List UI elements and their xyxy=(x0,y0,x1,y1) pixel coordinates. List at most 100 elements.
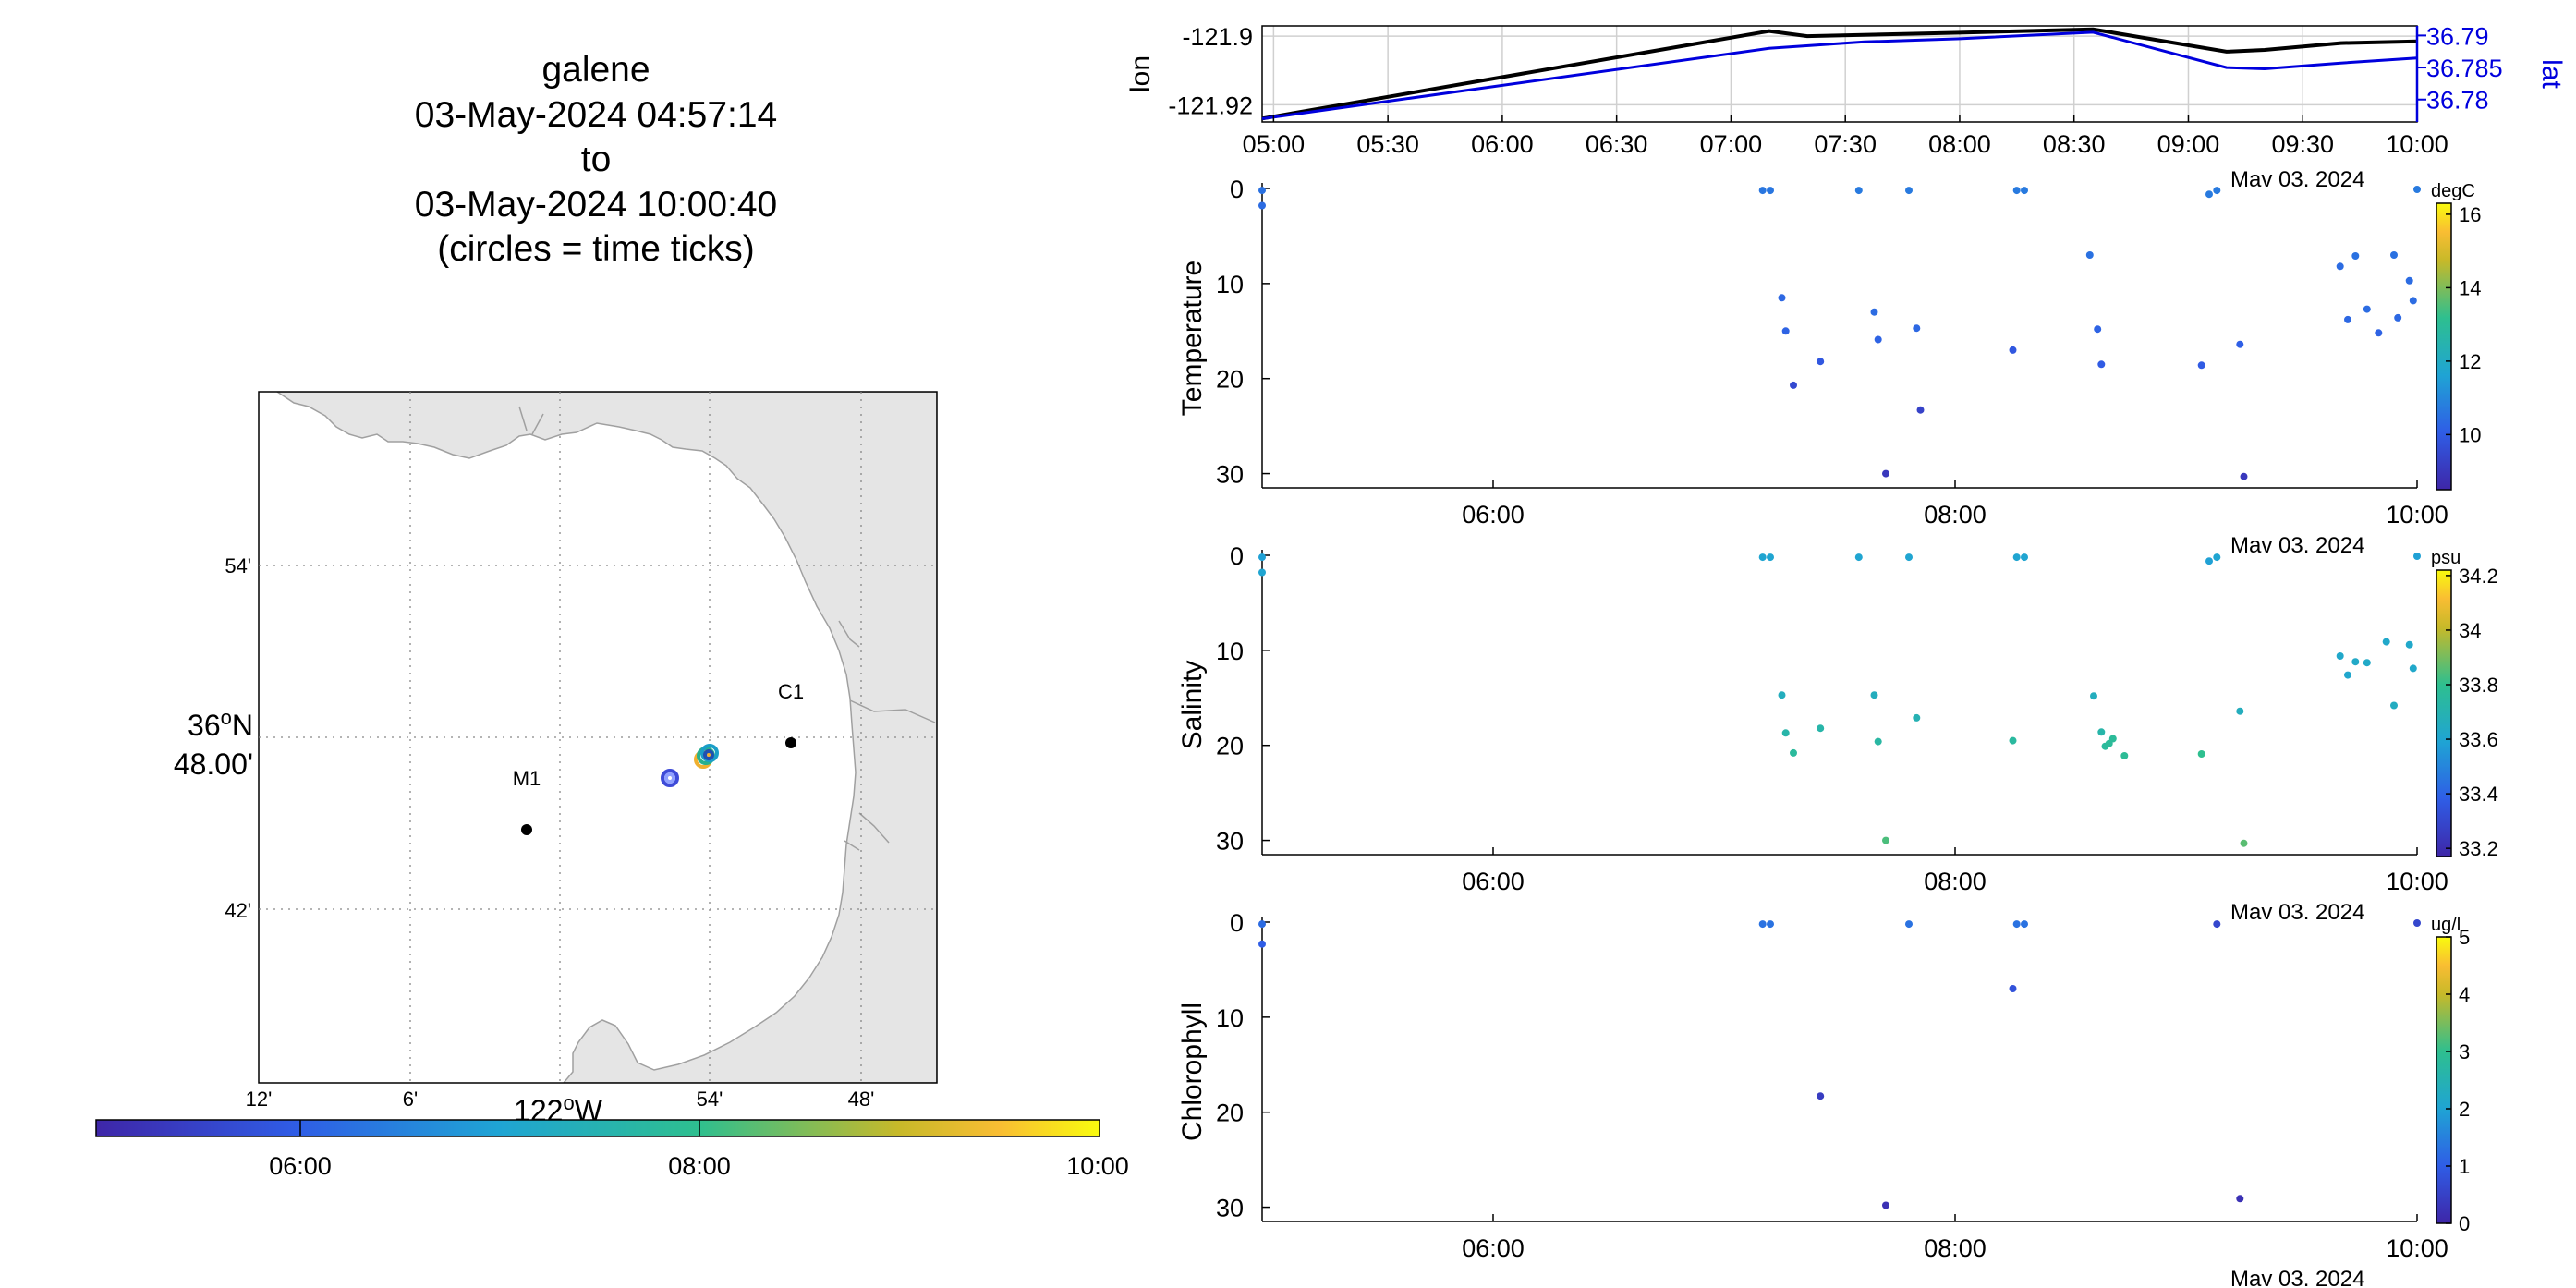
temperature-data-point xyxy=(2236,340,2244,348)
salinity-data-point xyxy=(1781,729,1790,737)
station-c1-label: C1 xyxy=(778,680,804,703)
temperature-data-point xyxy=(2205,190,2213,199)
chlorophyll-data-point xyxy=(2413,919,2421,927)
to-text: to xyxy=(580,140,612,179)
salinity-colorbar-tick-label: 33.2 xyxy=(2459,837,2498,860)
position-panel: 05:00 05:30 06:00 06:30 07:00 07:30 08:00 08:30… xyxy=(1125,22,2567,192)
chlorophyll-data-point xyxy=(2009,985,2017,992)
chlorophyll-data-point xyxy=(1767,920,1774,929)
salinity-data-point xyxy=(1817,724,1825,733)
salinity-y-tick-label: 30 xyxy=(1216,828,1244,856)
temperature-data-point xyxy=(1916,406,1925,414)
temperature-colorbar xyxy=(2436,202,2452,491)
salinity-x-tick-label: 10:00 xyxy=(2386,868,2448,895)
temperature-data-point xyxy=(2409,297,2417,305)
salinity-data-point xyxy=(2409,664,2417,673)
chlorophyll-y-tick-label: 0 xyxy=(1230,909,1244,937)
circles-note: (circles = time ticks) xyxy=(437,229,755,269)
temperature-data-point xyxy=(2375,329,2383,337)
temperature-colorbar-tick-label: 10 xyxy=(2459,423,2481,446)
temperature-data-point xyxy=(2240,472,2248,480)
lon-tick-12: 12' xyxy=(246,1088,273,1111)
salinity-data-point xyxy=(1778,691,1786,699)
chlorophyll-y-tick-label: 10 xyxy=(1216,1004,1244,1032)
temperature-data-point xyxy=(2351,252,2360,260)
salinity-data-point xyxy=(2197,750,2205,758)
position-x-tick-label: 06:30 xyxy=(1586,130,1648,158)
temperature-data-point xyxy=(1874,335,1882,344)
salinity-data-point xyxy=(2382,638,2390,646)
position-x-tick-label: 10:00 xyxy=(2386,130,2448,158)
chlorophyll-colorbar-unit: ug/l xyxy=(2431,915,2461,935)
temperature-data-point xyxy=(2197,361,2205,370)
lon-tick-48: 48' xyxy=(848,1088,875,1111)
temperature-y-tick-label: 30 xyxy=(1216,461,1244,489)
temperature-panel: 0 10 20 30 06:00 08:00 10:00 Mav 03. 2024 Temper… xyxy=(1177,176,2481,558)
chlorophyll-colorbar-tick-label: 0 xyxy=(2459,1212,2470,1235)
position-x-tick-label: 05:00 xyxy=(1243,130,1306,158)
temperature-data-point xyxy=(1870,308,1878,316)
lon-tick-6: 6' xyxy=(403,1088,418,1111)
colorbar-label-0600: 06:00 xyxy=(269,1152,332,1180)
salinity-data-point xyxy=(1258,553,1266,562)
lat-tick-48: 48.00' xyxy=(174,747,253,781)
temperature-y-tick-label: 10 xyxy=(1216,271,1244,298)
lon-tick-54: 54' xyxy=(697,1088,723,1111)
salinity-data-point xyxy=(1913,713,1921,722)
temperature-data-point xyxy=(2344,315,2351,323)
river-inlet xyxy=(518,406,936,851)
time-tick-circle xyxy=(700,744,719,762)
station-c1-marker xyxy=(785,737,796,748)
track-map: 54' 42' 36oN 48.00' 12' 6' 54' 48' 122oW… xyxy=(95,391,1129,1180)
colorbar-label-1000: 10:00 xyxy=(1066,1152,1129,1180)
temperature-data-point xyxy=(1258,187,1266,195)
lat-series-line xyxy=(1261,30,2418,120)
position-x-tick-label: 07:00 xyxy=(1700,130,1763,158)
salinity-data-point xyxy=(1758,553,1767,562)
temperature-x-tick-label: 06:00 xyxy=(1462,501,1525,529)
track-time-circles xyxy=(661,744,719,787)
temperature-x-tick-label: 10:00 xyxy=(2386,501,2448,529)
position-x-tick-label: 08:30 xyxy=(2043,130,2106,158)
time-tick-circle xyxy=(703,749,714,760)
chlorophyll-data-point xyxy=(1258,920,1266,929)
temperature-data-point xyxy=(2012,187,2021,195)
temperature-data-point xyxy=(1905,187,1913,195)
start-time: 03-May-2024 04:57:14 xyxy=(414,94,778,135)
position-y-ticks: -121.9 -121.92 36.79 36.785 36.78 xyxy=(1168,22,2503,122)
chlorophyll-data-point xyxy=(2213,920,2221,929)
salinity-data-point xyxy=(2090,692,2097,700)
salinity-data-point xyxy=(2413,553,2421,560)
temperature-data-point xyxy=(1781,327,1790,335)
chlorophyll-data-point xyxy=(1905,920,1913,929)
station-m1-label: M1 xyxy=(513,767,541,790)
temperature-date-label: Mav 03. 2024 xyxy=(2230,533,2364,558)
station-c1: C1 xyxy=(778,680,804,748)
salinity-data-point xyxy=(2009,736,2017,745)
salinity-panel: 0 10 20 30 06:00 08:00 10:00 Mav 03. 2024 Salini… xyxy=(1177,542,2498,925)
chlorophyll-data-point xyxy=(1882,1201,1889,1209)
position-x-tick-label: 09:30 xyxy=(2271,130,2334,158)
salinity-y-tick-label: 20 xyxy=(1216,733,1244,760)
salinity-data-point xyxy=(2021,553,2028,562)
position-axes xyxy=(1261,25,2418,123)
salinity-data-point xyxy=(1905,553,1913,562)
chlorophyll-x-tick-label: 08:00 xyxy=(1924,1234,1987,1262)
temperature-data-point xyxy=(2363,305,2371,313)
salinity-data-point xyxy=(2012,553,2021,562)
time-tick-circle xyxy=(661,769,679,787)
temperature-data-point xyxy=(2336,262,2344,271)
salinity-data-point xyxy=(2390,701,2398,710)
time-colorbar xyxy=(95,1119,1100,1137)
temperature-data-point xyxy=(1778,294,1786,302)
chlorophyll-data-point xyxy=(1817,1092,1825,1100)
end-time: 03-May-2024 10:00:40 xyxy=(414,184,778,225)
position-x-tick-label: 07:30 xyxy=(1814,130,1877,158)
temperature-data-point xyxy=(2094,325,2102,334)
station-m1-marker xyxy=(521,824,532,835)
chlorophyll-colorbar-tick-label: 1 xyxy=(2459,1155,2470,1178)
station-m1: M1 xyxy=(513,767,541,835)
chlorophyll-date-label: Mav 03. 2024 xyxy=(2230,1267,2364,1288)
salinity-x-tick-label: 08:00 xyxy=(1924,868,1987,895)
